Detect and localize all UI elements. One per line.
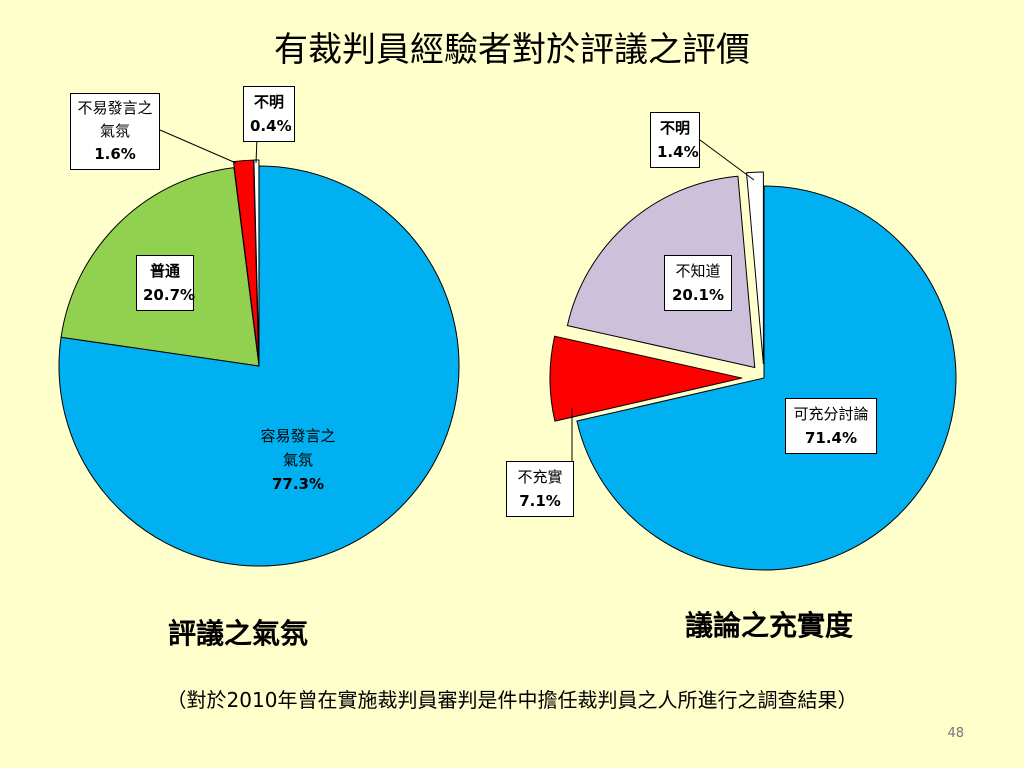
data-label: 不易發言之氣氛 1.6% [70, 93, 160, 170]
data-label: 可充分討論 71.4% [785, 398, 877, 454]
chart-title: 評議之氣氛 [168, 617, 309, 650]
data-label: 不明 1.4% [650, 112, 700, 168]
chart-title: 議論之充實度 [685, 609, 854, 642]
data-label: 容易發言之氣氛 77.3% [260, 427, 336, 493]
pie-slice [745, 171, 764, 365]
leader-line [159, 129, 237, 164]
slide-title: 有裁判員經驗者對於評議之評價 [274, 30, 750, 70]
footnote: （對於2010年曾在實施裁判員審判是件中擔任裁判員之人所進行之調查結果） [166, 688, 858, 712]
data-label: 不知道 20.1% [664, 255, 732, 311]
pie-slice [549, 335, 743, 422]
pie-slice [566, 175, 756, 369]
data-label: 普通 20.7% [136, 255, 195, 311]
page-number: 48 [947, 726, 964, 741]
data-label: 不明 0.4% [243, 86, 295, 142]
leader-line [699, 139, 755, 181]
pie-slice [576, 185, 957, 571]
data-label: 不充實 7.1% [506, 461, 574, 517]
